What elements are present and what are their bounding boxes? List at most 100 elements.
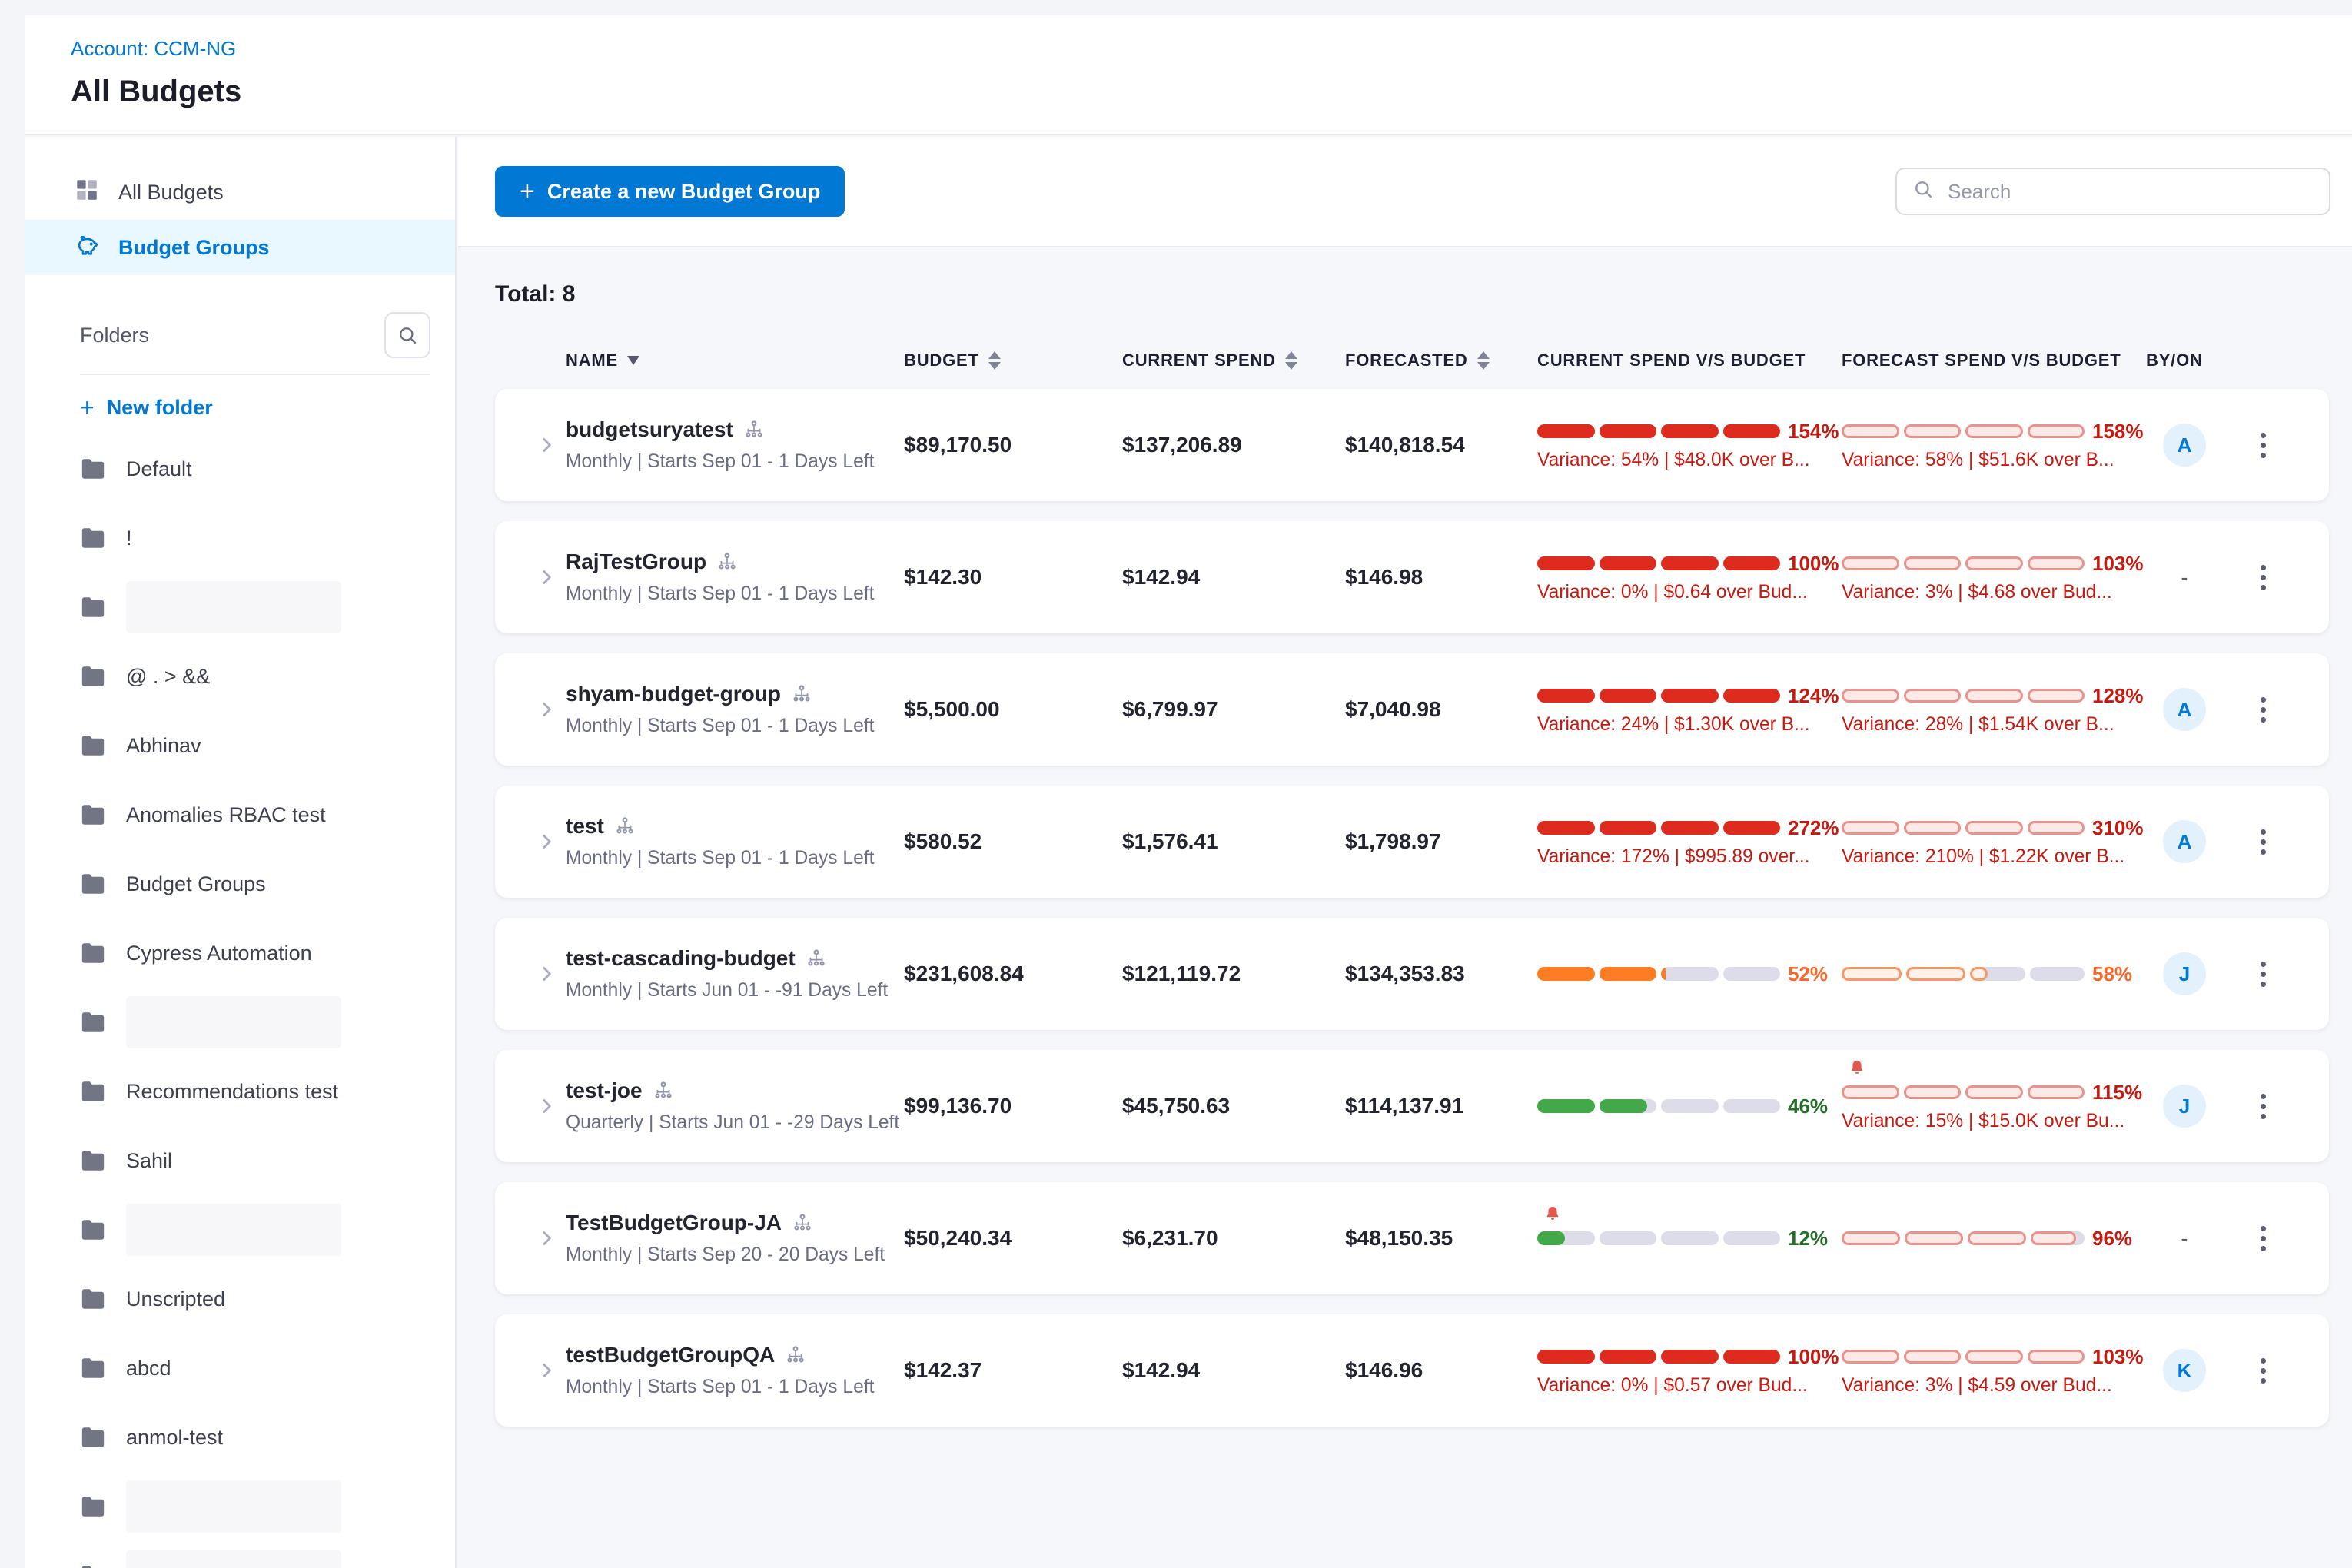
folder-search-button[interactable] bbox=[384, 312, 430, 358]
folder-item[interactable]: Anomalies RBAC test bbox=[25, 780, 455, 849]
expand-row-button[interactable] bbox=[495, 435, 566, 455]
folder-label: Abhinav bbox=[126, 734, 201, 758]
create-budget-group-button[interactable]: + Create a new Budget Group bbox=[495, 166, 845, 217]
percent-label: 100% bbox=[1788, 552, 1839, 576]
budget-group-name[interactable]: test bbox=[566, 814, 904, 839]
row-menu-button[interactable] bbox=[2244, 1094, 2281, 1119]
current-spend-vs-budget-bar-cell: 46% bbox=[1537, 1095, 1842, 1118]
budget-group-name[interactable]: testBudgetGroupQA bbox=[566, 1343, 904, 1367]
percent-label: 115% bbox=[2092, 1081, 2142, 1105]
folder-item[interactable]: Sahil bbox=[25, 1126, 455, 1195]
row-menu-button[interactable] bbox=[2244, 697, 2281, 723]
sidebar-item-all-budgets[interactable]: All Budgets bbox=[25, 164, 455, 220]
budget-group-name[interactable]: test-cascading-budget bbox=[566, 946, 904, 971]
folder-item[interactable] bbox=[25, 573, 455, 642]
account-breadcrumb-link[interactable]: Account: CCM-NG bbox=[71, 37, 2352, 61]
budget-period-label: Monthly | Starts Sep 01 - 1 Days Left bbox=[566, 1377, 904, 1398]
progress-bar-segment bbox=[1968, 1231, 2026, 1245]
progress-bar-line: 52% bbox=[1537, 962, 1842, 986]
by-on-cell: J bbox=[2146, 952, 2223, 995]
search-input[interactable] bbox=[1945, 178, 2314, 205]
budget-group-name[interactable]: budgetsuryatest bbox=[566, 417, 904, 442]
budget-group-name[interactable]: shyam-budget-group bbox=[566, 682, 904, 706]
expand-row-button[interactable] bbox=[495, 1096, 566, 1116]
folder-item[interactable]: abcd bbox=[25, 1334, 455, 1403]
budget-value: $50,240.34 bbox=[904, 1226, 1122, 1251]
column-header-forecasted[interactable]: FORECASTED bbox=[1345, 350, 1537, 370]
expand-row-button[interactable] bbox=[495, 1228, 566, 1248]
progress-bar-segment bbox=[1537, 556, 1595, 570]
folder-item[interactable]: Unscripted bbox=[25, 1264, 455, 1334]
folder-label: Budget Groups bbox=[126, 872, 266, 896]
progress-bar-segment bbox=[1965, 1085, 2023, 1099]
progress-bar-segment bbox=[2028, 424, 2085, 438]
variance-label: Variance: 210% | $1.22K over B... bbox=[1842, 846, 2146, 868]
budget-group-name-text: shyam-budget-group bbox=[566, 682, 781, 706]
budget-group-row: RajTestGroupMonthly | Starts Sep 01 - 1 … bbox=[495, 521, 2329, 633]
progress-bar-segment bbox=[2028, 821, 2085, 835]
sort-asc-arrow bbox=[988, 351, 1001, 359]
progress-bar-segment bbox=[1661, 967, 1719, 981]
folder-item[interactable]: anmol-test bbox=[25, 1403, 455, 1472]
budget-group-name[interactable]: test-joe bbox=[566, 1078, 904, 1103]
folder-item[interactable]: Cypress Automation bbox=[25, 919, 455, 988]
budget-group-name[interactable]: TestBudgetGroup-JA bbox=[566, 1211, 904, 1235]
folder-item[interactable] bbox=[25, 1472, 455, 1541]
folder-item[interactable]: @ . > && bbox=[25, 642, 455, 711]
column-header-by-on: BY/ON bbox=[2146, 350, 2223, 370]
folder-item[interactable]: ! bbox=[25, 503, 455, 573]
current_spend-value: $121,119.72 bbox=[1122, 962, 1345, 986]
progress-bar-line: 46% bbox=[1537, 1095, 1842, 1118]
plus-icon: + bbox=[520, 177, 535, 207]
budget-group-row: testBudgetGroupQA Monthly | Starts Sep 01… bbox=[495, 1314, 2329, 1427]
folder-icon bbox=[80, 1357, 106, 1380]
budget-group-name-text: test-cascading-budget bbox=[566, 946, 796, 971]
row-menu-button[interactable] bbox=[2244, 829, 2281, 855]
row-menu-button[interactable] bbox=[2244, 1358, 2281, 1384]
row-menu-button[interactable] bbox=[2244, 1226, 2281, 1251]
expand-row-button[interactable] bbox=[495, 1360, 566, 1380]
column-header-current-spend[interactable]: CURRENT SPEND bbox=[1122, 350, 1345, 370]
variance-label: Variance: 58% | $51.6K over B... bbox=[1842, 450, 2146, 471]
expand-row-button[interactable] bbox=[495, 832, 566, 852]
budget-value: $89,170.50 bbox=[904, 433, 1122, 457]
progress-bar-segment bbox=[1906, 967, 1966, 981]
folder-item[interactable]: Budget Groups bbox=[25, 849, 455, 919]
budget-value: $142.37 bbox=[904, 1358, 1122, 1383]
by-on-cell: A bbox=[2146, 820, 2223, 863]
progress-bar-segment bbox=[1723, 1350, 1781, 1364]
variance-label: Variance: 172% | $995.89 over... bbox=[1537, 846, 1842, 868]
expand-row-button[interactable] bbox=[495, 964, 566, 984]
budget-group-row: test-cascading-budgetMonthly | Starts Ju… bbox=[495, 918, 2329, 1030]
search-icon bbox=[1912, 178, 1934, 206]
folder-item[interactable] bbox=[25, 1195, 455, 1264]
folder-item[interactable] bbox=[25, 1541, 455, 1568]
row-menu-button[interactable] bbox=[2244, 962, 2281, 987]
by-on-cell: K bbox=[2146, 1349, 2223, 1392]
expand-row-button[interactable] bbox=[495, 699, 566, 719]
sidebar: All Budgets Budget Groups Folders + New … bbox=[25, 137, 457, 1568]
expand-row-button[interactable] bbox=[495, 567, 566, 587]
row-menu-button[interactable] bbox=[2244, 565, 2281, 590]
name-cell: shyam-budget-groupMonthly | Starts Sep 0… bbox=[566, 682, 904, 737]
column-header-name[interactable]: NAME bbox=[566, 350, 904, 370]
folder-item[interactable]: Recommendations test bbox=[25, 1057, 455, 1126]
progress-bar-segment bbox=[1904, 556, 1962, 570]
progress-bar-segment bbox=[1537, 821, 1595, 835]
toolbar: + Create a new Budget Group bbox=[458, 137, 2352, 247]
page-header: Account: CCM-NG All Budgets bbox=[25, 15, 2352, 135]
progress-bar bbox=[1842, 967, 2085, 981]
sidebar-item-budget-groups[interactable]: Budget Groups bbox=[25, 220, 455, 275]
progress-bar-partial-fill bbox=[1661, 967, 1666, 981]
budget-group-name[interactable]: RajTestGroup bbox=[566, 550, 904, 574]
folder-item[interactable]: Abhinav bbox=[25, 711, 455, 780]
folder-item[interactable]: Default bbox=[25, 434, 455, 503]
current-spend-vs-budget-bar-cell: 272%Variance: 172% | $995.89 over... bbox=[1537, 816, 1842, 868]
row-menu-button[interactable] bbox=[2244, 433, 2281, 458]
column-header-budget[interactable]: BUDGET bbox=[904, 350, 1122, 370]
folder-item[interactable] bbox=[25, 988, 455, 1057]
progress-bar-segment bbox=[1842, 1085, 1899, 1099]
new-folder-button[interactable]: + New folder bbox=[80, 394, 455, 422]
budget-value: $5,500.00 bbox=[904, 697, 1122, 722]
folder-label: Unscripted bbox=[126, 1287, 225, 1311]
